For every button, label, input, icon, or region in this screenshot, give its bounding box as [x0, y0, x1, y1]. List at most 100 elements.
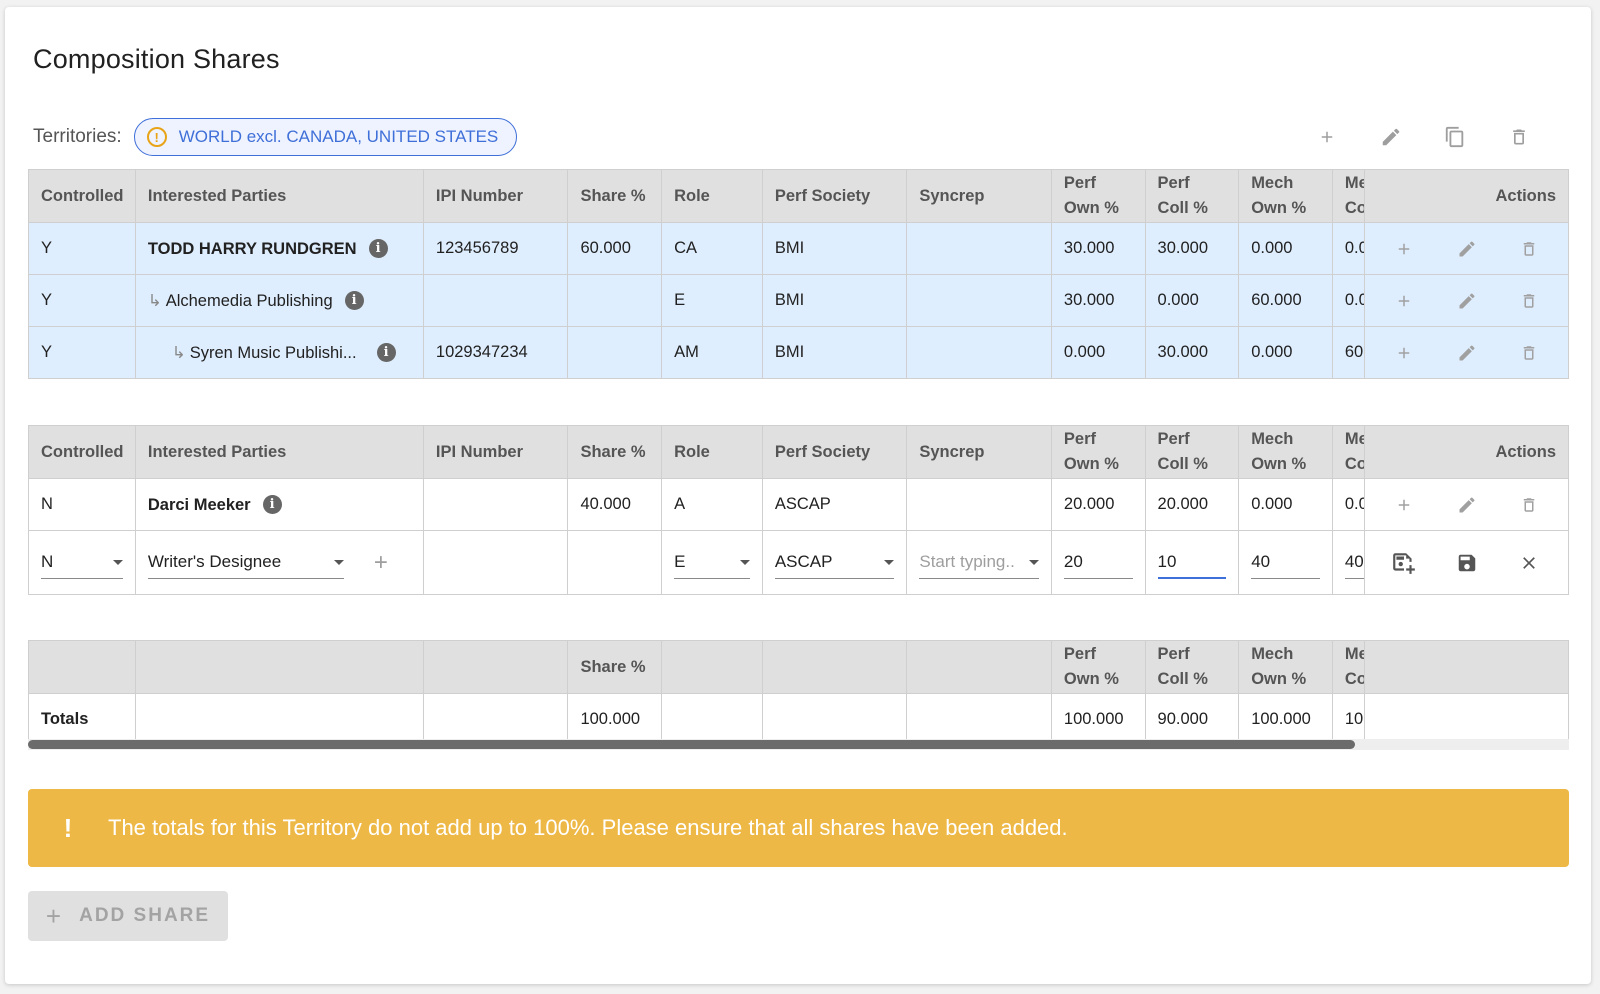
- table-row[interactable]: Y ↳ Alchemedia Publishing i E BMI 30.000 0…: [28, 274, 1569, 327]
- party-select[interactable]: Writer's Designee: [147, 547, 344, 579]
- col-interested-parties: Interested Parties: [134, 169, 424, 223]
- cell-ipi: [422, 478, 569, 531]
- territory-chip[interactable]: ! WORLD excl. CANADA, UNITED STATES: [133, 118, 518, 156]
- perf-own-input-cell: 20: [1050, 530, 1146, 595]
- chevron-down-icon: [1028, 559, 1039, 565]
- cell-role: AM: [661, 326, 763, 379]
- delete-trash-icon[interactable]: [1509, 496, 1549, 514]
- edit-pencil-icon[interactable]: [1447, 239, 1487, 259]
- cell-perf-own: 20.000: [1050, 478, 1146, 531]
- cell-perf-coll: 30.000: [1144, 326, 1240, 379]
- col-perf-own: Perf Own %: [1050, 169, 1146, 223]
- society-select[interactable]: ASCAP: [774, 547, 895, 579]
- chevron-down-icon: [884, 559, 895, 565]
- col-perf-society: Perf Society: [761, 425, 908, 479]
- mech-coll-input[interactable]: 40: [1344, 547, 1364, 579]
- col-mech-coll: MeCo: [1331, 640, 1366, 694]
- cell-mech-coll: 0.0: [1331, 478, 1366, 531]
- table-header-row: Controlled Interested Parties IPI Number…: [28, 169, 1569, 223]
- info-icon[interactable]: i: [376, 342, 396, 362]
- cell-ipi: 123456789: [422, 222, 569, 275]
- table-row[interactable]: Y ↳ Syren Music Publishi... i 1029347234 A…: [28, 326, 1569, 379]
- edit-row[interactable]: N Writer's Designee + E ASCAP Start typi…: [28, 530, 1569, 595]
- info-icon[interactable]: i: [262, 494, 282, 514]
- col-perf-own: Perf Own %: [1050, 640, 1146, 694]
- cell-mech-own: 60.000: [1238, 274, 1333, 327]
- col-actions: Actions: [1364, 425, 1569, 479]
- territories-label: Territories:: [33, 126, 122, 147]
- perf-own-input[interactable]: 20: [1063, 547, 1133, 579]
- col-controlled: Controlled: [28, 169, 136, 223]
- cell-role: A: [661, 478, 763, 531]
- col-mech-own: Mech Own %: [1238, 640, 1333, 694]
- cell-party: Darci Meeker i: [134, 478, 424, 531]
- cell-perf-own: 30.000: [1050, 222, 1146, 275]
- info-icon[interactable]: i: [368, 238, 388, 258]
- col-ipi-number: IPI Number: [422, 425, 569, 479]
- col-actions: Actions: [1364, 169, 1569, 223]
- cell-perf-own: 30.000: [1050, 274, 1146, 327]
- add-plus-icon[interactable]: [1384, 496, 1424, 514]
- delete-territory-trash-icon[interactable]: [1487, 120, 1551, 154]
- cell-mech-coll: 60: [1331, 326, 1366, 379]
- mech-own-input-cell: 40: [1238, 530, 1333, 595]
- edit-territory-pencil-icon[interactable]: [1359, 120, 1423, 154]
- add-share-label: ADD SHARE: [79, 905, 211, 926]
- copy-territory-icon[interactable]: [1423, 120, 1487, 154]
- col-mech-own: Mech Own %: [1238, 169, 1333, 223]
- cell-share: 60.000: [567, 222, 663, 275]
- cell-ipi: [422, 530, 569, 595]
- save-icon[interactable]: [1447, 552, 1487, 574]
- info-icon[interactable]: i: [344, 290, 364, 310]
- shares-table-group-1: Controlled Interested Parties IPI Number…: [28, 169, 1569, 379]
- save-and-add-icon[interactable]: [1384, 550, 1424, 576]
- controlled-select[interactable]: N: [41, 547, 123, 579]
- col-mech-coll: MeCo: [1331, 169, 1366, 223]
- col-mech-own: Mech Own %: [1238, 425, 1333, 479]
- add-territory-plus-icon[interactable]: [1295, 120, 1359, 154]
- col-perf-coll: Perf Coll %: [1144, 169, 1240, 223]
- cell-society: ASCAP: [761, 478, 908, 531]
- add-party-plus-icon[interactable]: +: [373, 548, 388, 576]
- cell-controlled: Y: [28, 274, 136, 327]
- totals-row: Totals 100.000 100.000 90.000 100.000 10: [28, 693, 1569, 746]
- cell-controlled: Y: [28, 222, 136, 275]
- cell-share: [567, 274, 663, 327]
- mech-own-input[interactable]: 40: [1251, 547, 1320, 579]
- edit-pencil-icon[interactable]: [1447, 343, 1487, 363]
- col-perf-own: Perf Own %: [1050, 425, 1146, 479]
- totals-table: Share % Perf Own % Perf Coll % Mech Own % M…: [28, 640, 1569, 746]
- scrollbar-thumb[interactable]: [28, 740, 1355, 749]
- add-plus-icon[interactable]: [1384, 344, 1424, 362]
- cancel-close-icon[interactable]: [1509, 553, 1549, 573]
- cell-perf-coll: 30.000: [1144, 222, 1240, 275]
- col-perf-coll: Perf Coll %: [1144, 425, 1240, 479]
- alert-message: The totals for this Territory do not add…: [108, 815, 1068, 840]
- add-share-button[interactable]: + ADD SHARE: [28, 891, 228, 941]
- col-syncrep: Syncrep: [906, 169, 1052, 223]
- mech-coll-input-cell: 40: [1331, 530, 1366, 595]
- role-select[interactable]: E: [674, 547, 750, 579]
- cell-perf-coll: 0.000: [1144, 274, 1240, 327]
- delete-trash-icon[interactable]: [1509, 292, 1549, 310]
- total-mech-coll: 10: [1331, 693, 1366, 746]
- add-plus-icon[interactable]: [1384, 240, 1424, 258]
- perf-coll-input[interactable]: 10: [1157, 547, 1227, 579]
- delete-trash-icon[interactable]: [1509, 240, 1549, 258]
- syncrep-input[interactable]: Start typing..: [919, 547, 1039, 579]
- cell-party: ↳ Syren Music Publishi... i: [134, 326, 424, 379]
- edit-pencil-icon[interactable]: [1447, 291, 1487, 311]
- col-share: Share %: [567, 640, 663, 694]
- table-row[interactable]: N Darci Meeker i 40.000 A ASCAP 20.000 20…: [28, 478, 1569, 531]
- edit-pencil-icon[interactable]: [1447, 495, 1487, 515]
- cell-mech-own: 0.000: [1238, 326, 1333, 379]
- cell-mech-own: 0.000: [1238, 222, 1333, 275]
- cell-mech-coll: 0.0: [1331, 222, 1366, 275]
- horizontal-scrollbar[interactable]: [28, 739, 1569, 750]
- delete-trash-icon[interactable]: [1509, 344, 1549, 362]
- cell-share: [567, 530, 663, 595]
- total-mech-own: 100.000: [1238, 693, 1333, 746]
- add-plus-icon[interactable]: [1384, 292, 1424, 310]
- table-row[interactable]: Y TODD HARRY RUNDGREN i 123456789 60.000 …: [28, 222, 1569, 275]
- cell-perf-own: 0.000: [1050, 326, 1146, 379]
